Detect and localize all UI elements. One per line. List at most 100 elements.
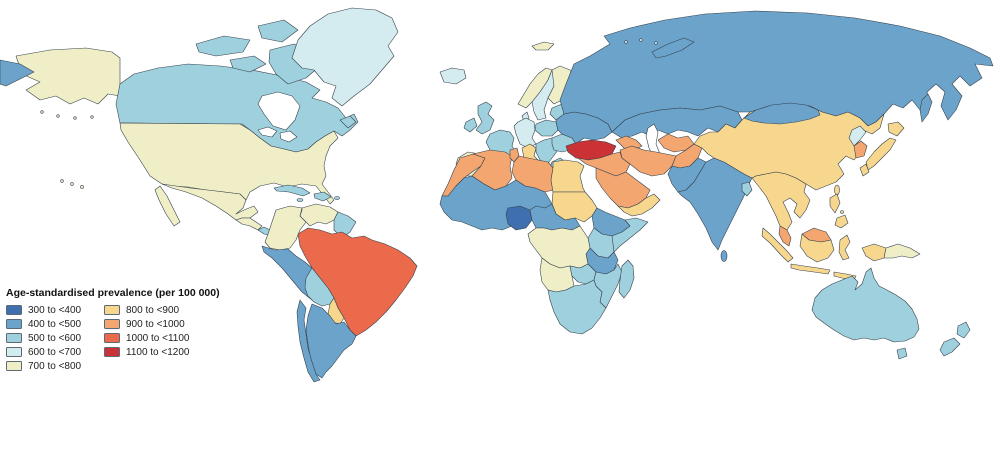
philippines-visayas (840, 210, 844, 214)
legend-item: 400 to <500 (6, 318, 92, 330)
legend-item: 1100 to <1200 (104, 346, 190, 358)
country-madagascar (618, 259, 635, 299)
nz-north-island (956, 321, 971, 339)
mexico-baja (154, 185, 181, 227)
borneo-indonesia (799, 233, 835, 263)
hawaii-island (70, 182, 74, 186)
arctic-island (624, 40, 628, 44)
country-mexico (161, 183, 259, 221)
legend-swatch (6, 319, 22, 329)
legend-swatch (104, 319, 120, 329)
canada-arctic-island (195, 35, 251, 57)
region-indochina (751, 171, 811, 231)
country-poland (534, 119, 559, 137)
legend-label: 1000 to <1100 (126, 332, 190, 344)
canada-arctic-island (257, 19, 299, 43)
philippines-luzon (829, 193, 841, 214)
legend-label: 900 to <1000 (126, 318, 185, 330)
hawaii-island (80, 185, 84, 189)
country-venezuela (299, 203, 339, 227)
country-south-korea (853, 140, 868, 159)
country-mongolia (743, 102, 821, 125)
japan-hokkaido (887, 121, 905, 137)
legend-swatch (6, 305, 22, 315)
country-somalia (611, 217, 649, 253)
country-greenland (291, 7, 399, 107)
japan-honshu (865, 137, 897, 171)
legend-swatch (6, 333, 22, 343)
legend-label: 1100 to <1200 (126, 346, 190, 358)
japan-kyushu (859, 163, 870, 177)
canada-newfoundland (339, 115, 357, 129)
great-lake (279, 130, 298, 143)
legend-label: 400 to <500 (28, 318, 82, 330)
country-paraguay (327, 297, 345, 325)
legend-item: 700 to <800 (6, 360, 92, 372)
region-drc-congo (527, 225, 591, 269)
legend-label: 800 to <900 (126, 304, 180, 316)
aleutian-island (56, 114, 60, 118)
legend-swatch (6, 347, 22, 357)
country-cuba (273, 184, 311, 197)
country-sri-lanka (720, 250, 728, 262)
legend-label: 700 to <800 (28, 360, 82, 372)
legend-items: 300 to <400 400 to <500 500 to <600 600 to … (6, 304, 220, 372)
country-egypt (550, 159, 586, 193)
legend-swatch (104, 333, 120, 343)
country-north-korea (848, 125, 867, 147)
great-lake (257, 126, 278, 138)
country-papua-new-guinea (883, 243, 921, 259)
country-alaska (15, 47, 121, 105)
legend-label: 600 to <700 (28, 346, 82, 358)
country-russia-chukotka (0, 59, 35, 87)
island-sulawesi (838, 234, 851, 261)
aleutian-island (90, 115, 94, 119)
country-taiwan (834, 184, 840, 196)
country-uk (475, 101, 495, 135)
island-tasmania (896, 347, 908, 360)
country-australia (811, 267, 920, 343)
legend-title: Age-standardised prevalence (per 100 000… (6, 287, 220, 299)
island-sakhalin (919, 93, 933, 123)
island-hispaniola (313, 191, 332, 202)
west-papua (861, 243, 887, 262)
country-iceland (439, 67, 467, 85)
region-central-america (235, 217, 263, 231)
country-bolivia (304, 267, 335, 307)
legend-swatch (6, 361, 22, 371)
hudson-bay (257, 91, 301, 131)
island-java (790, 263, 831, 275)
hawaii-island (60, 179, 64, 183)
legend-item: 300 to <400 (6, 304, 92, 316)
island-svalbard (531, 41, 555, 51)
arctic-island (639, 38, 643, 42)
country-argentina (305, 303, 357, 379)
aleutian-island (40, 110, 44, 114)
country-nigeria (505, 205, 533, 231)
legend-swatch (104, 347, 120, 357)
legend-label: 300 to <400 (28, 304, 82, 316)
legend-label: 500 to <600 (28, 332, 82, 344)
nz-south-island (939, 337, 961, 357)
canada-arctic-island (229, 55, 267, 73)
legend-item: 1000 to <1100 (104, 332, 190, 344)
country-chile (296, 299, 321, 383)
legend: Age-standardised prevalence (per 100 000… (6, 287, 220, 372)
legend-item: 900 to <1000 (104, 318, 190, 330)
country-malaysia-peninsular (778, 225, 792, 247)
legend-item: 600 to <700 (6, 346, 92, 358)
legend-item: 500 to <600 (6, 332, 92, 344)
legend-swatch (104, 305, 120, 315)
region-caucasus (615, 135, 643, 151)
country-colombia (264, 205, 307, 251)
island-novaya-zemlya (651, 37, 695, 59)
region-central-europe (513, 117, 537, 149)
philippines-mindanao (834, 214, 849, 229)
island-sumatra (761, 227, 794, 263)
country-iran (619, 145, 677, 177)
island-puerto-rico (334, 196, 340, 200)
country-ireland (463, 117, 478, 133)
island-jamaica (296, 198, 304, 202)
